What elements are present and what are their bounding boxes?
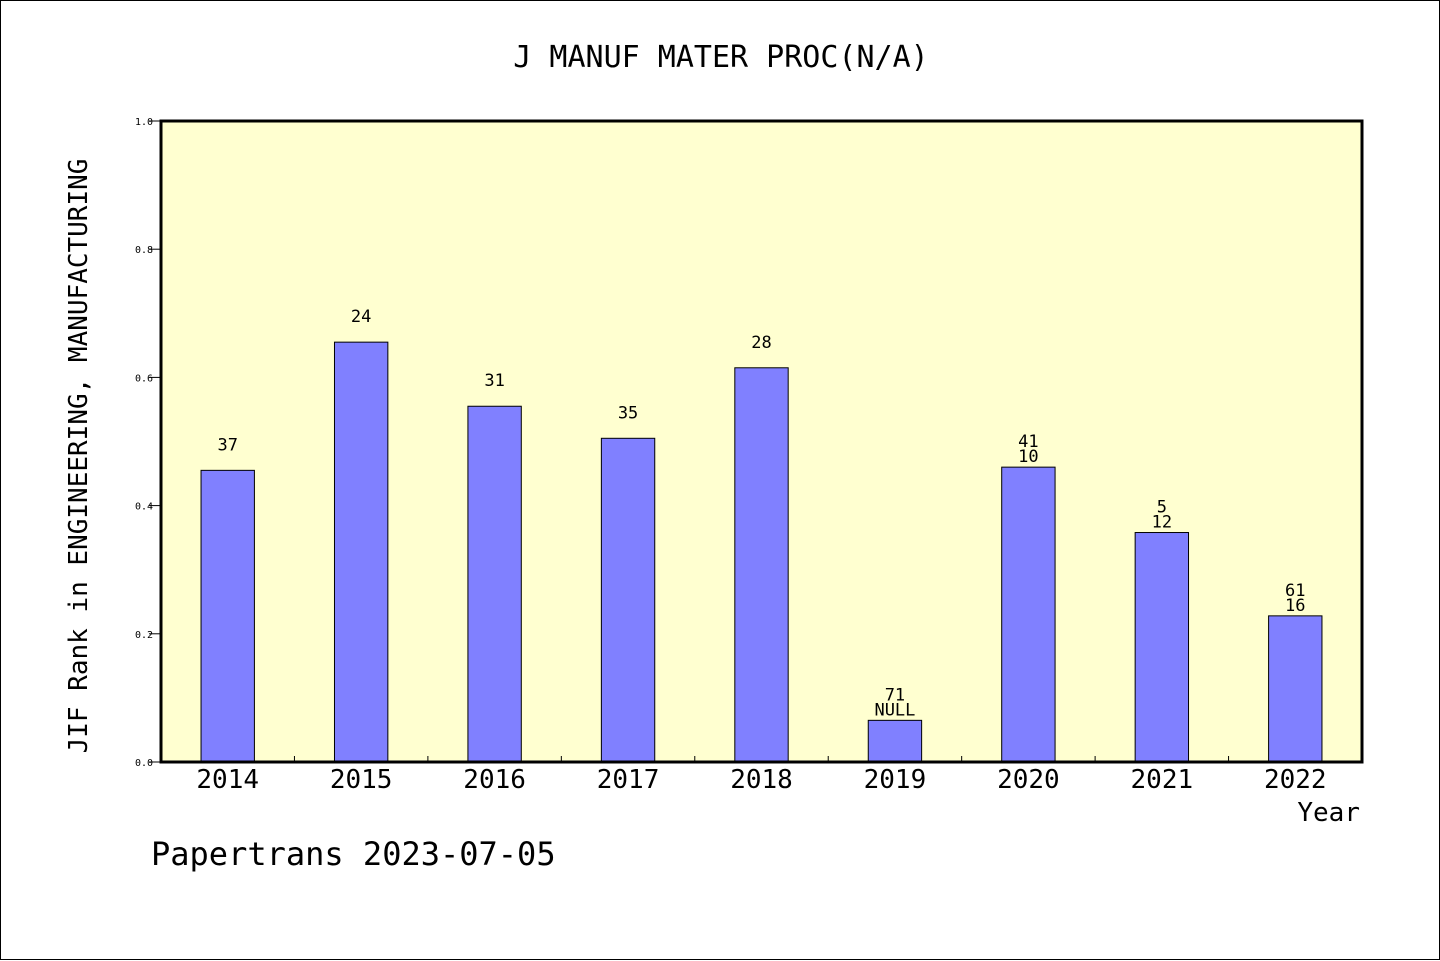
bar-label-top-2014: 37 xyxy=(217,435,237,455)
x-tick-label-2016: 2016 xyxy=(463,765,526,795)
x-tick-label-2021: 2021 xyxy=(1131,765,1194,795)
plot-border xyxy=(159,119,1364,764)
bar-label-top-2020: 41 xyxy=(1018,432,1038,452)
x-tick-label-2015: 2015 xyxy=(330,765,393,795)
y-axis-label: JIF Rank in ENGINEERING, MANUFACTURING xyxy=(64,159,94,754)
y-tick-label: 0.2 xyxy=(135,630,153,641)
bar-2016 xyxy=(467,405,522,763)
x-tick-label-2019: 2019 xyxy=(864,765,927,795)
bar-label-top-2022: 61 xyxy=(1285,581,1305,601)
bar-2022 xyxy=(1268,615,1323,763)
bar-2020 xyxy=(1001,466,1056,763)
bar-label-top-2021: 5 xyxy=(1157,498,1167,518)
footer-credit: Papertrans 2023-07-05 xyxy=(151,835,556,873)
x-tick-label-2018: 2018 xyxy=(730,765,793,795)
bar-label-bottom-2020: 10 xyxy=(1018,447,1038,467)
x-axis: 2014 2015 2016 2017 2018 2019 2020 2021 2022 xyxy=(196,756,1327,795)
bar-label-top-2019: 71 xyxy=(885,685,905,705)
bar-label-top-2017: 35 xyxy=(618,403,638,423)
bar-label-top-2015: 24 xyxy=(351,307,371,327)
bar-2015 xyxy=(333,341,389,763)
bars-layer xyxy=(200,341,1323,763)
bar-label-bottom-2021: 12 xyxy=(1152,513,1172,533)
bar-label-bottom-2019: NULL xyxy=(874,700,915,720)
bar-2021 xyxy=(1134,532,1190,763)
y-tick-label: 0.0 xyxy=(135,758,153,769)
bar-label-top-2016: 31 xyxy=(484,371,504,391)
y-tick-label: 1.0 xyxy=(135,117,153,128)
x-tick-label-2014: 2014 xyxy=(196,765,259,795)
y-tick-label: 0.6 xyxy=(135,373,153,384)
bar-2019 xyxy=(867,719,923,763)
x-axis-label: Year xyxy=(1297,798,1360,828)
y-axis: 0.0 0.2 0.4 0.6 0.8 1.0 xyxy=(135,117,161,769)
bar-2014 xyxy=(200,469,255,763)
bar-label-top-2018: 28 xyxy=(751,333,771,353)
x-tick-label-2022: 2022 xyxy=(1264,765,1327,795)
bar-label-bottom-2022: 16 xyxy=(1285,596,1305,616)
y-tick-label: 0.4 xyxy=(135,502,153,513)
chart-title: J MANUF MATER PROC(N/A) xyxy=(513,40,928,75)
x-tick-label-2017: 2017 xyxy=(597,765,660,795)
bar-2017 xyxy=(600,437,656,763)
x-tick-label-2020: 2020 xyxy=(997,765,1060,795)
y-tick-label: 0.8 xyxy=(135,245,153,256)
bar-2018 xyxy=(734,367,789,763)
